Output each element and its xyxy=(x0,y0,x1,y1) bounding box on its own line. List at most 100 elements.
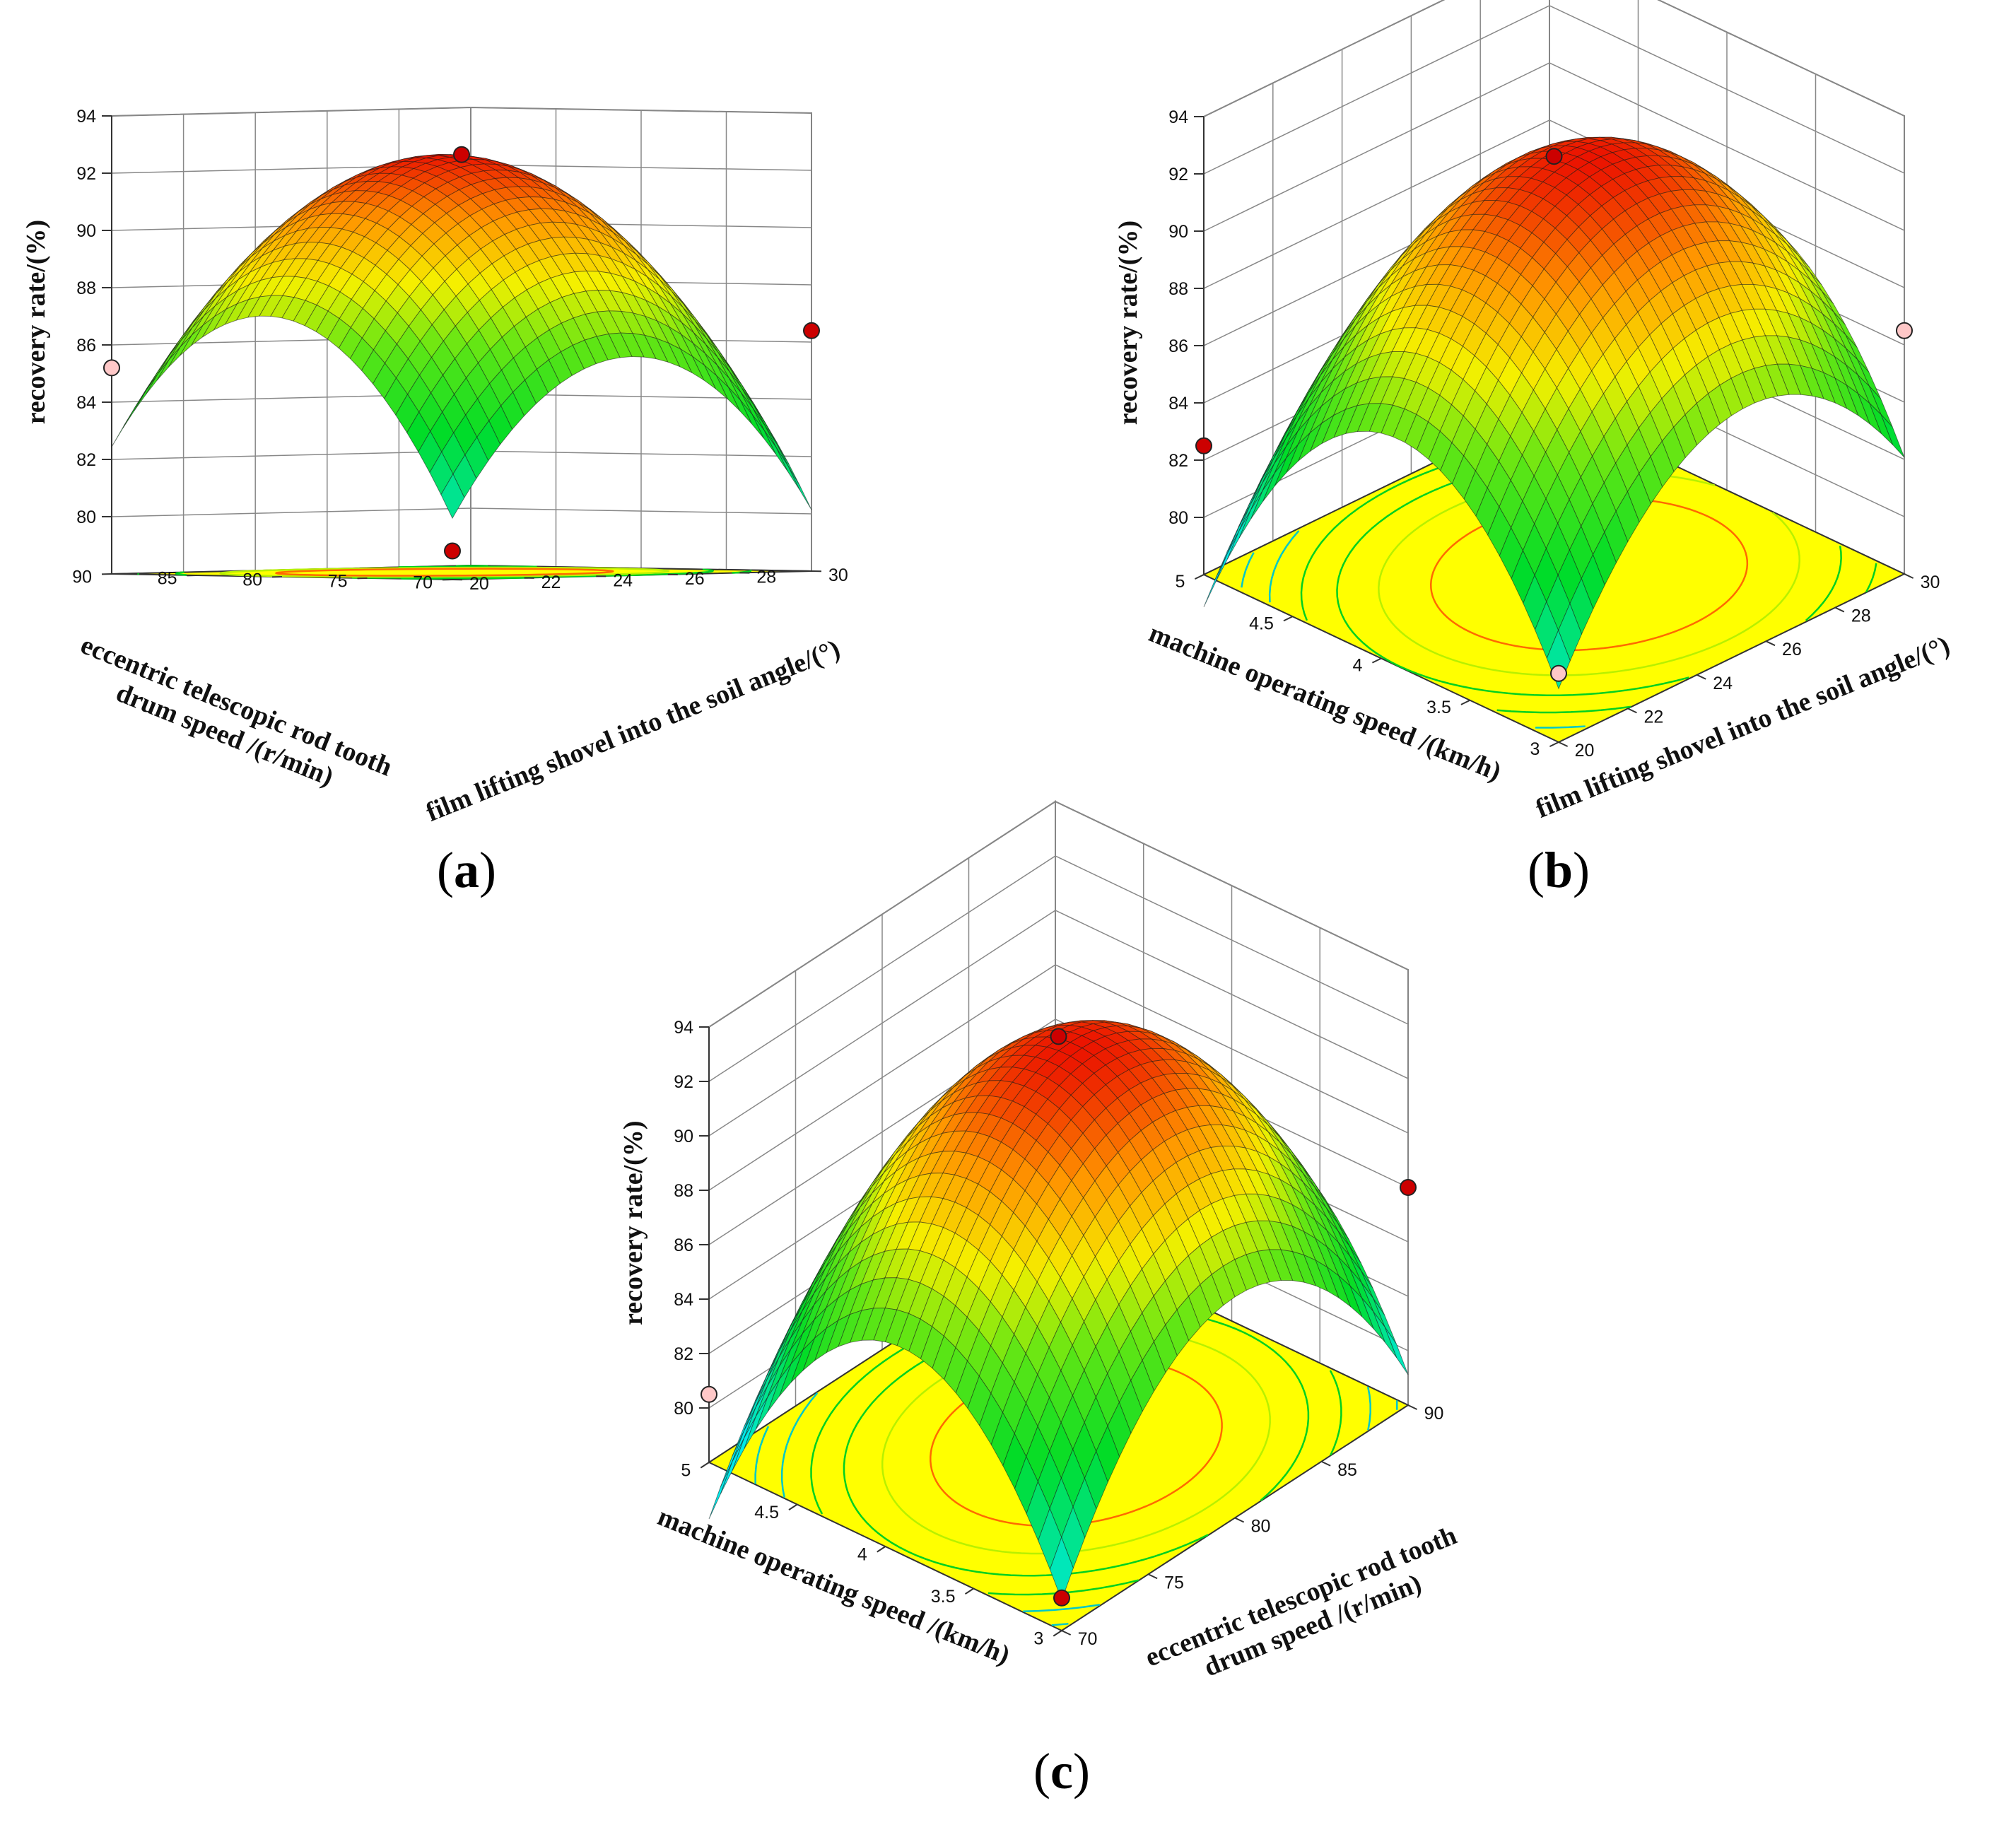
y-tick-mark xyxy=(1696,674,1706,680)
y-tick-label: 80 xyxy=(1251,1517,1271,1537)
contour-line xyxy=(219,566,670,578)
z-tick-label: 84 xyxy=(76,393,96,413)
design-point-marker xyxy=(453,146,470,163)
z-axis-label: recovery rate/(%) xyxy=(619,1120,648,1325)
contour-line xyxy=(732,569,752,574)
contour-line xyxy=(843,1365,1209,1577)
y-tick-label: 26 xyxy=(1782,640,1802,659)
x-tick-mark xyxy=(1460,699,1470,705)
contour-line xyxy=(1329,1370,1342,1456)
caption-open-paren: ( xyxy=(1033,1743,1050,1800)
z-tick-label: 86 xyxy=(674,1236,693,1255)
panel-caption: (a) xyxy=(437,842,496,898)
contour-line xyxy=(1268,530,1300,603)
caption-close-paren: ) xyxy=(479,842,496,898)
y-tick-label: 20 xyxy=(469,574,489,594)
caption-open-paren: ( xyxy=(1528,842,1545,898)
z-axis-label: recovery rate/(%) xyxy=(1113,221,1143,425)
y-tick-mark xyxy=(1321,1460,1331,1467)
panel-caption: (c) xyxy=(1033,1743,1090,1800)
contour-line xyxy=(398,565,537,568)
z-tick-label: 94 xyxy=(674,1018,693,1038)
z-tick-label: 94 xyxy=(1168,107,1188,127)
contour-line xyxy=(810,1354,894,1515)
x-tick-mark xyxy=(788,1503,798,1510)
y-axis-label: eccentric telescopic rod toothdrum speed… xyxy=(1141,1520,1472,1701)
surface-cell xyxy=(1049,1536,1074,1602)
contour-floor xyxy=(111,564,812,581)
z-tick-label: 86 xyxy=(1168,336,1188,356)
design-point-marker xyxy=(1050,1028,1067,1045)
y-tick-label: 22 xyxy=(541,573,561,592)
caption-close-paren: ) xyxy=(1573,842,1590,898)
x-tick-label: 4 xyxy=(857,1545,867,1565)
y-tick-mark xyxy=(1148,1573,1158,1580)
y-tick-mark xyxy=(1765,640,1776,647)
y-tick-label: 26 xyxy=(685,569,705,589)
response-surface xyxy=(111,153,812,520)
x-tick-label: 80 xyxy=(242,570,262,589)
design-point-marker xyxy=(103,359,120,377)
x-tick-label: 4.5 xyxy=(754,1503,779,1522)
y-tick-label: 24 xyxy=(1713,674,1733,693)
z-tick-label: 92 xyxy=(1168,165,1188,184)
caption-open-paren: ( xyxy=(437,842,454,898)
x-tick-mark xyxy=(1549,741,1559,748)
contour-line xyxy=(175,571,187,576)
contour-line xyxy=(1241,552,1255,588)
y-tick-mark xyxy=(1234,1517,1245,1523)
x-tick-label: 75 xyxy=(328,571,348,591)
design-point-marker xyxy=(803,322,820,339)
y-tick-mark xyxy=(1834,606,1845,613)
x-tick-mark xyxy=(700,1462,710,1469)
wall-gridline xyxy=(1203,0,1905,117)
design-point-marker xyxy=(444,542,461,560)
y-axis-label-line: film lifting shovel into the soil angle/… xyxy=(422,634,844,828)
z-tick-label: 90 xyxy=(76,221,96,241)
design-point-marker xyxy=(1400,1179,1417,1196)
y-tick-mark xyxy=(1061,1630,1072,1636)
z-axis-label: recovery rate/(%) xyxy=(21,220,51,424)
surface-cell xyxy=(708,1461,733,1520)
x-tick-label: 85 xyxy=(158,568,177,588)
z-tick-label: 94 xyxy=(76,107,96,127)
contour-line xyxy=(1300,483,1400,621)
response-surface xyxy=(1203,136,1905,690)
contour-line xyxy=(1865,563,1877,593)
z-tick-label: 80 xyxy=(674,1399,693,1419)
x-tick-label: 90 xyxy=(72,567,92,587)
y-tick-label: 70 xyxy=(1078,1629,1098,1649)
panel-a-response-surface: 80 82 84 86 88 90 92 94 recovery rate/(%) 70 75 80 8… xyxy=(21,106,848,898)
y-tick-label: 20 xyxy=(1575,741,1595,761)
response-surface xyxy=(708,1020,1409,1602)
y-tick-label: 75 xyxy=(1164,1573,1184,1592)
y-tick-label: 30 xyxy=(828,565,848,585)
z-tick-label: 80 xyxy=(76,507,96,527)
contour-line xyxy=(780,1392,819,1498)
z-tick-label: 90 xyxy=(674,1127,693,1146)
x-tick-label: 3.5 xyxy=(1426,698,1451,717)
x-tick-label: 3.5 xyxy=(931,1587,956,1607)
y-tick-mark xyxy=(1407,1404,1418,1410)
design-point-marker xyxy=(701,1385,717,1403)
design-point-marker xyxy=(1896,322,1913,339)
z-tick-label: 88 xyxy=(1168,279,1188,299)
x-tick-mark xyxy=(1371,657,1382,664)
x-axis-label: eccentric telescopic rod toothdrum speed… xyxy=(65,630,397,811)
z-tick-label: 82 xyxy=(76,450,96,470)
y-tick-label: 90 xyxy=(1424,1404,1444,1424)
contour-line xyxy=(1496,705,1631,714)
design-point-marker xyxy=(1545,148,1563,165)
x-tick-label: 5 xyxy=(1176,572,1185,592)
y-tick-label: 30 xyxy=(1921,573,1940,592)
caption-letter: b xyxy=(1545,842,1573,898)
z-tick-label: 88 xyxy=(76,278,96,298)
caption-close-paren: ) xyxy=(1073,1743,1090,1800)
contour-line xyxy=(754,1426,770,1484)
x-tick-mark xyxy=(877,1546,886,1553)
design-point-marker xyxy=(1053,1589,1070,1607)
y-axis-label: film lifting shovel into the soil angle/… xyxy=(422,634,844,828)
y-tick-mark xyxy=(1627,708,1637,714)
x-tick-mark xyxy=(1283,616,1293,622)
z-tick-label: 90 xyxy=(1168,222,1188,242)
